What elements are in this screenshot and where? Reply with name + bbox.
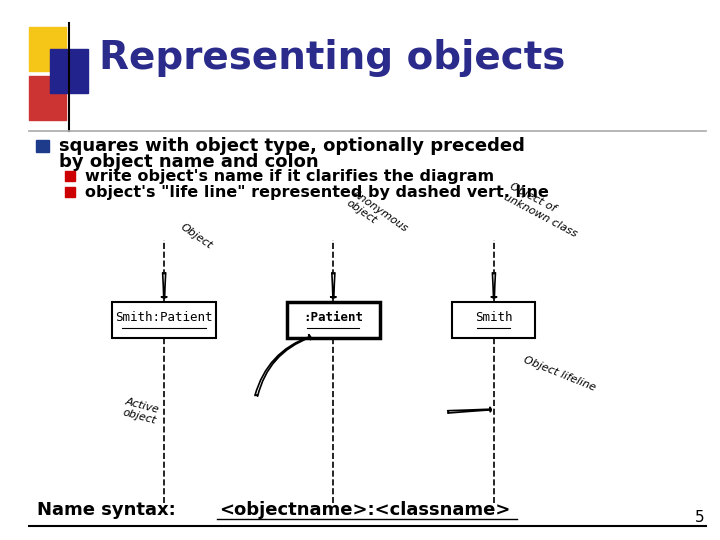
Text: write object's name if it clarifies the diagram: write object's name if it clarifies the … [85, 168, 494, 184]
Bar [29, 76, 66, 120]
Text: Anonymous
object: Anonymous object [344, 188, 410, 243]
Text: :Patient: :Patient [303, 310, 364, 324]
Text: 5: 5 [695, 510, 704, 525]
Bar [287, 302, 380, 338]
Text: <objectname>:<classname>: <objectname>:<classname> [220, 501, 511, 519]
Text: Object lifeline: Object lifeline [522, 355, 597, 393]
Text: Name syntax:: Name syntax: [37, 501, 182, 519]
Text: Active
object: Active object [121, 396, 160, 427]
Bar [50, 49, 88, 93]
Text: Smith: Smith [474, 310, 513, 324]
Bar [29, 27, 66, 71]
Text: Object of
unknown class: Object of unknown class [503, 181, 585, 239]
Bar [452, 302, 535, 338]
Text: Smith:Patient: Smith:Patient [115, 310, 212, 324]
Bar [112, 302, 216, 338]
Bar [65, 171, 75, 181]
Bar [36, 140, 49, 152]
Text: object's "life line" represented by dashed vert. line: object's "life line" represented by dash… [85, 185, 549, 200]
Text: by object name and colon: by object name and colon [59, 153, 319, 171]
Bar [65, 187, 75, 197]
Text: squares with object type, optionally preceded: squares with object type, optionally pre… [59, 137, 525, 155]
Text: Object: Object [179, 222, 214, 251]
Text: Representing objects: Representing objects [99, 39, 566, 77]
